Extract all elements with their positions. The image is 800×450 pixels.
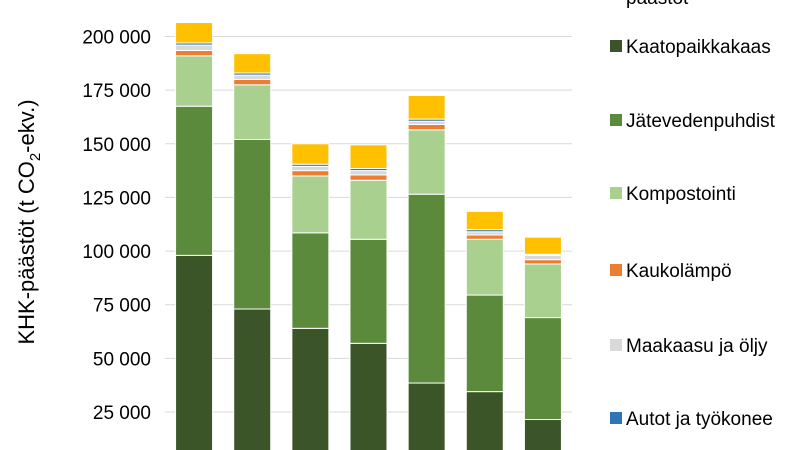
legend-swatch [610, 187, 622, 199]
bar-segment [465, 238, 504, 296]
bar-segment [465, 391, 504, 450]
bar-segment [291, 143, 330, 165]
bar-segment [349, 238, 388, 344]
bar-segment [349, 174, 388, 181]
legend-swatch [610, 264, 622, 276]
bar-segment [523, 419, 562, 450]
bar-segment [465, 294, 504, 393]
bar-segment [233, 84, 272, 140]
y-tick-label: 50 000 [93, 349, 151, 370]
y-axis-title-part-2: -ekv.) [14, 99, 39, 152]
bar-segment [465, 210, 504, 231]
bar-segment [233, 78, 272, 86]
bar-segment [175, 22, 214, 44]
bar-segment [407, 123, 446, 131]
legend: päästöt Kaatopaikkakaas Jätevedenpuhdist K… [610, 0, 776, 430]
bar-segment [523, 236, 562, 255]
bar-segment [233, 138, 272, 310]
bar-segment [175, 44, 214, 51]
bar-segment [407, 95, 446, 120]
bar-segment [233, 53, 272, 74]
legend-swatch [610, 339, 622, 351]
y-tick-label: 125 000 [82, 188, 151, 209]
bar-segment [175, 55, 214, 107]
bar-stack [407, 95, 446, 450]
legend-label: Kaatopaikkakaas [626, 37, 771, 58]
bar-stack [233, 53, 272, 450]
bar-segment [233, 308, 272, 450]
y-tick-label: 175 000 [82, 81, 151, 102]
legend-label: Autot ja työkonee [626, 409, 773, 430]
legend-label: Jätevedenpuhdist [626, 111, 776, 132]
bar-segment [523, 317, 562, 421]
legend-label: Kompostointi [626, 184, 736, 205]
bar-segment [175, 254, 214, 450]
bar-segment [407, 382, 446, 450]
bar-segment [349, 179, 388, 240]
bar-segment [407, 129, 446, 195]
bar-stack [523, 236, 562, 450]
bar-segment [291, 327, 330, 450]
bar-segment [175, 49, 214, 57]
bar-segment [291, 175, 330, 234]
bar-stack [465, 210, 504, 450]
y-axis-tick-labels: 25 000 50 000 75 000 100 000 125 000 150 000 1… [82, 28, 151, 425]
legend-swatch [610, 40, 622, 52]
legend-label: Kaukolämpö [626, 261, 732, 282]
bar-segment [523, 263, 562, 319]
legend-title-fragment: päästöt [626, 0, 689, 9]
y-tick-label: 75 000 [93, 296, 151, 317]
bar-segment [407, 193, 446, 384]
legend-swatch [610, 412, 622, 424]
bars [175, 22, 562, 450]
bar-stack [349, 144, 388, 450]
y-tick-label: 25 000 [93, 403, 151, 424]
bar-segment [523, 254, 562, 261]
bar-stack [291, 143, 330, 450]
bar-segment [291, 170, 330, 177]
legend-swatch [610, 114, 622, 126]
bar-segment [233, 74, 272, 80]
y-tick-label: 200 000 [82, 28, 151, 49]
y-tick-label: 100 000 [82, 242, 151, 263]
bar-segment [465, 234, 504, 240]
bar-segment [175, 105, 214, 256]
bar-segment [291, 165, 330, 172]
y-tick-label: 150 000 [82, 135, 151, 156]
bar-segment [291, 232, 330, 329]
bar-segment [349, 342, 388, 450]
y-axis-title-part-1: KHK-päästöt (t CO [14, 161, 39, 344]
legend-label: Maakaasu ja öljy [626, 336, 768, 357]
bar-segment [523, 259, 562, 265]
bar-stack [175, 22, 214, 450]
bar-segment [349, 144, 388, 169]
y-axis-title-subscript: 2 [27, 153, 44, 161]
y-axis-title: KHK-päästöt (t CO2-ekv.) [14, 99, 44, 344]
bar-segment [349, 170, 388, 176]
